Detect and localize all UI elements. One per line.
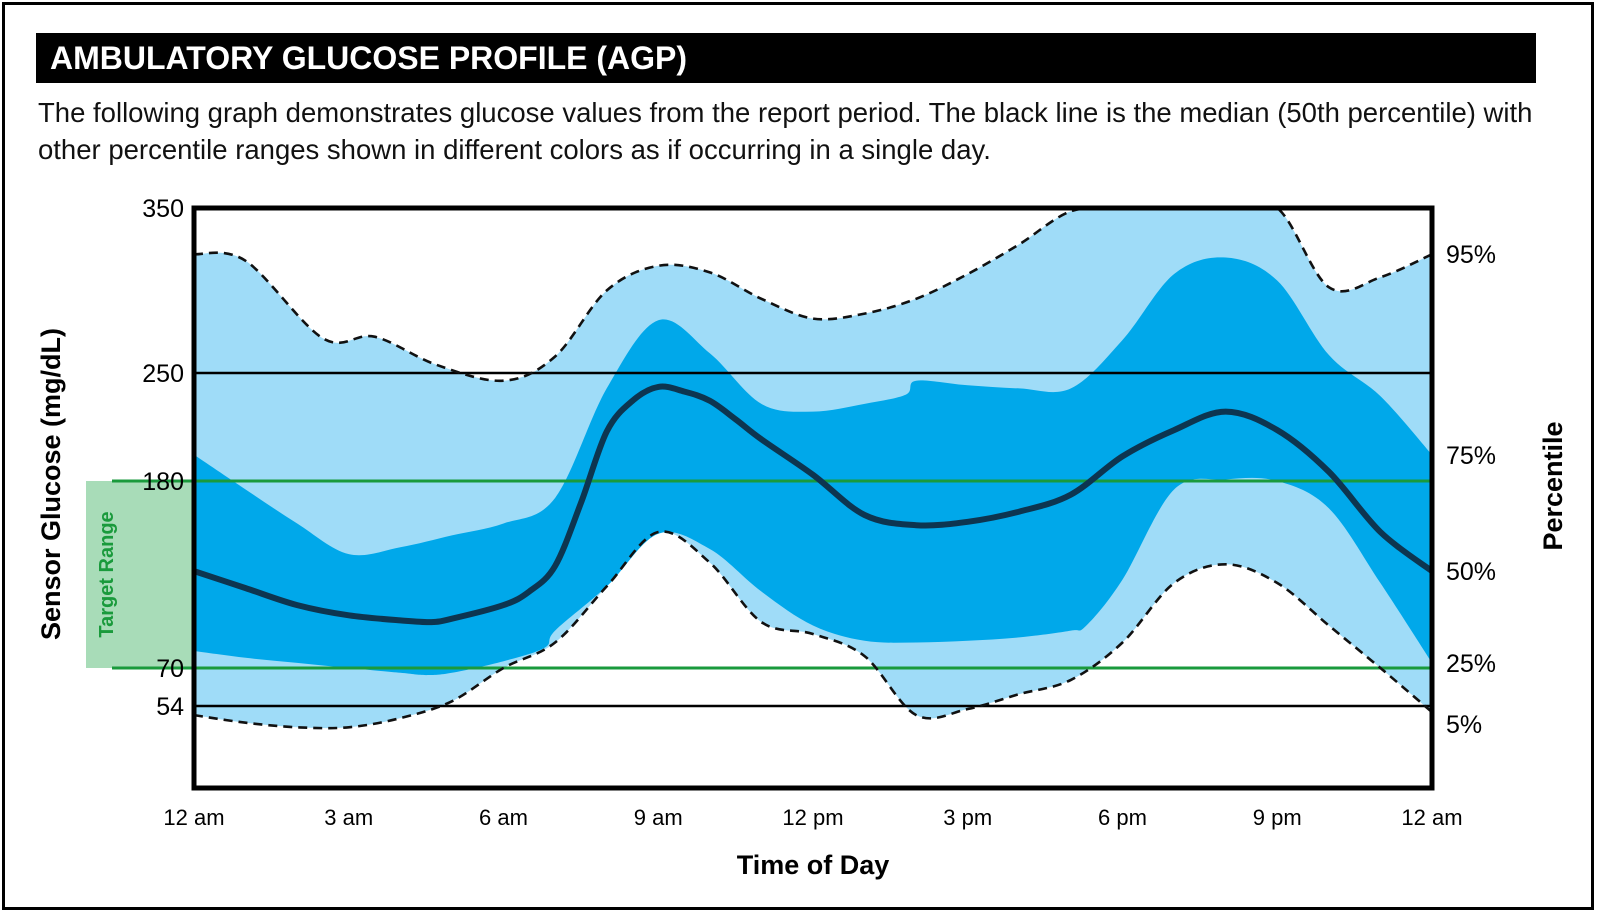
y-tick-label-250: 250 [142,360,184,388]
target-range-band [86,481,194,668]
x-tick-label-0: 12 am [163,805,224,830]
report-title: AMBULATORY GLUCOSE PROFILE (AGP) [36,33,1536,83]
percentile-label-75: 75% [1446,442,1496,470]
y-tick-label-54: 54 [156,693,184,721]
y-axis-title: Sensor Glucose (mg/dL) [36,328,66,640]
line-95th-percentile [194,208,1430,383]
report-description: The following graph demonstrates glucose… [38,97,1533,165]
percentile-label-5: 5% [1446,711,1482,739]
percentile-label-50: 50% [1446,558,1496,586]
x-axis-title: Time of Day [737,850,890,880]
x-tick-label-5: 3 pm [943,805,992,830]
plot-border [191,205,1435,791]
line-5th-percentile [194,530,1430,730]
target-range-label: Target Range [96,511,118,637]
percentile-label-95: 95% [1446,241,1496,269]
x-tick-label-6: 6 pm [1098,805,1147,830]
x-tick-label-7: 9 pm [1253,805,1302,830]
x-tick-label-4: 12 pm [782,805,843,830]
y-tick-label-350: 350 [142,195,184,223]
percentile-label-25: 25% [1446,650,1496,678]
x-tick-label-2: 6 am [479,805,528,830]
band-25-75 [194,257,1430,676]
x-tick-label-3: 9 am [634,805,683,830]
x-tick-label-8: 12 am [1401,805,1462,830]
right-axis-title: Percentile [1538,421,1568,550]
median-line [194,383,1430,626]
x-tick-label-1: 3 am [324,805,373,830]
y-tick-label-180: 180 [142,468,184,496]
y-tick-label-70: 70 [156,655,184,683]
